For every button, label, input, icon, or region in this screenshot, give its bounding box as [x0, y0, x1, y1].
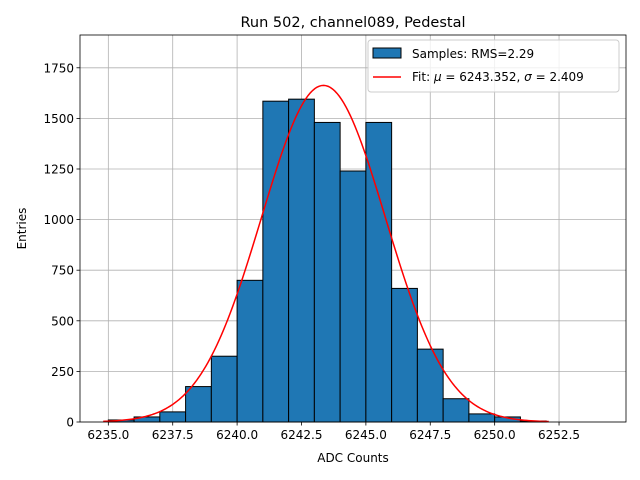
- x-tick-label: 6240.0: [216, 428, 258, 442]
- histogram-bar: [236, 279, 264, 423]
- y-tick-label: 1750: [43, 61, 74, 75]
- x-axis-ticks: 6235.0 6237.5 6240.0 6242.5 6245.0 6247.5 6250…: [87, 422, 580, 442]
- chart-title: Run 502, channel089, Pedestal: [240, 15, 465, 31]
- histogram-bar: [339, 170, 367, 423]
- histogram-bar: [442, 398, 470, 423]
- fit-curve: [103, 84, 549, 423]
- y-tick-label: 0: [66, 416, 74, 430]
- y-tick-label: 1000: [43, 213, 74, 227]
- histogram-bar: [416, 348, 444, 423]
- histogram-bar: [185, 386, 212, 423]
- x-tick-label: 6242.5: [280, 428, 322, 442]
- legend-fit-mu-symbol: μ: [433, 70, 442, 84]
- x-tick-label: 6237.5: [152, 428, 194, 442]
- y-tick-label: 750: [51, 264, 74, 278]
- axes-frame: [79, 34, 627, 423]
- y-tick-label: 1250: [43, 162, 74, 176]
- legend-fit-prefix: Fit:: [412, 70, 434, 84]
- legend-fit-sigma-value: = 2.409: [532, 70, 584, 84]
- histogram-bar: [468, 413, 496, 423]
- y-tick-label: 500: [51, 314, 74, 328]
- y-tick-label: 250: [51, 365, 74, 379]
- legend: Samples: RMS=2.29 Fit: μ = 6243.352, σ =…: [367, 39, 620, 93]
- legend-fit-mu-value: = 6243.352,: [442, 70, 525, 84]
- x-tick-label: 6247.5: [409, 428, 451, 442]
- histogram-bar: [313, 121, 341, 423]
- histogram-bar: [159, 411, 187, 423]
- y-axis-label: Entries: [15, 208, 29, 250]
- x-tick-label: 6235.0: [87, 428, 129, 442]
- y-axis-ticks: 0 250 500 750 1000 1250 1500 1750: [43, 61, 80, 430]
- histogram-bar: [288, 98, 315, 423]
- x-tick-label: 6250.0: [474, 428, 516, 442]
- legend-samples-label: Samples: RMS=2.29: [412, 47, 534, 61]
- legend-bar-swatch: [372, 47, 402, 59]
- x-axis-label: ADC Counts: [317, 451, 389, 465]
- histogram-bar: [391, 287, 418, 423]
- legend-fit-sigma-symbol: σ: [524, 70, 532, 84]
- x-tick-label: 6252.5: [538, 428, 580, 442]
- histogram-bars: [107, 98, 547, 423]
- histogram-bar: [262, 100, 290, 423]
- legend-fit-label: Fit: μ = 6243.352, σ = 2.409: [412, 70, 584, 84]
- histogram-bar: [365, 121, 393, 423]
- histogram-bar: [210, 355, 238, 423]
- x-tick-label: 6245.0: [345, 428, 387, 442]
- y-tick-label: 1500: [43, 112, 74, 126]
- legend-box: [367, 39, 620, 93]
